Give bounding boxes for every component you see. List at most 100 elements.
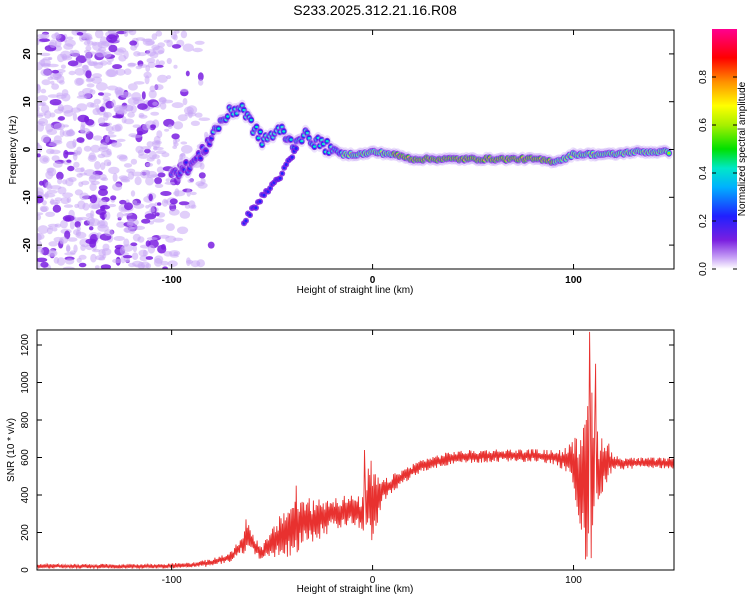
noise-blob [118,106,128,115]
noise-blob [59,236,68,244]
ridge-core [289,138,293,141]
noise-blob [154,84,164,91]
ridge-core [182,168,186,171]
noise-blob [41,200,47,206]
noise-blob [127,83,138,91]
noise-blob [123,68,132,75]
noise-blob [37,62,43,71]
noise-blob [142,123,151,131]
branch-core [254,206,258,210]
noise-blob [76,32,84,36]
noise-blob [192,47,203,53]
noise-blob [49,112,56,118]
noise-blob [177,114,188,122]
noise-blob [49,149,61,155]
branch-core [258,200,262,203]
colorbar-label: Normalized spectral amplitude [737,81,748,216]
noise-blob [51,155,60,162]
noise-blob [49,39,57,48]
noise-blob [182,98,188,106]
noise-blob [131,252,139,260]
noise-blob [66,140,77,149]
noise-blob [83,169,96,177]
noise-blob [41,79,51,86]
noise-blob [108,44,118,53]
noise-blob [92,73,102,79]
noise-blob [99,106,105,112]
noise-blob [123,163,133,168]
noise-blob [112,115,124,119]
noise-blob [91,204,101,209]
noise-blob [104,211,111,220]
snr-y-tick-label: 1200 [20,333,31,356]
noise-blob [65,244,71,253]
noise-blob [173,34,178,41]
noise-blob [133,225,146,230]
noise-blob [122,255,133,259]
noise-blob [191,204,197,209]
noise-blob [40,33,50,39]
ridge-core [260,143,264,146]
noise-blob [37,112,47,116]
noise-blob [58,116,65,121]
noise-blob [130,134,143,138]
ridge-core [318,144,322,148]
ridge-core [242,108,246,112]
noise-blob [89,51,96,55]
noise-blob [152,218,165,223]
noise-blob [60,64,66,69]
noise-blob [52,204,62,213]
noise-blob [141,91,146,100]
noise-blob [179,210,191,219]
ridge-core [188,167,192,170]
noise-blob [151,33,158,40]
spectrogram-plot-area [37,30,673,269]
noise-blob [50,71,62,80]
noise-blob [127,62,136,68]
noise-blob [147,61,156,68]
noise-blob [111,124,122,132]
figure-title: S233.2025.312.21.16.R08 [293,2,457,18]
noise-blob [173,190,186,197]
ridge-core [327,151,331,154]
noise-blob [162,266,168,269]
noise-blob [125,212,133,216]
snr-x-tick-label: -100 [162,575,182,586]
noise-blob [39,248,44,255]
noise-blob [49,185,62,190]
noise-blob [48,249,56,256]
noise-blob [144,213,157,220]
noise-blob [172,145,178,150]
noise-blob [194,40,205,45]
noise-blob [133,81,145,85]
noise-blob [37,233,42,242]
noise-blob [186,188,191,197]
noise-blob [99,220,106,227]
noise-blob [86,102,95,108]
noise-blob [160,244,166,250]
noise-blob [87,154,97,162]
noise-blob [184,204,191,209]
noise-blob [119,199,127,205]
noise-blob [102,96,111,101]
noise-blob [133,203,145,209]
noise-blob [54,223,62,228]
noise-blob [90,253,97,263]
noise-blob [187,178,194,184]
noise-blob [94,30,104,39]
noise-blob [43,193,56,198]
noise-blob [46,189,58,194]
noise-blob [84,52,92,60]
ridge-core [280,125,284,129]
noise-blob [64,216,72,222]
noise-blob [120,176,130,182]
noise-blob [166,39,173,48]
branch-core [284,163,288,166]
noise-blob [105,69,117,78]
noise-blob [180,30,188,39]
noise-blob [78,262,87,268]
noise-blob [152,101,159,106]
noise-blob [68,128,74,135]
noise-blob [188,109,193,119]
